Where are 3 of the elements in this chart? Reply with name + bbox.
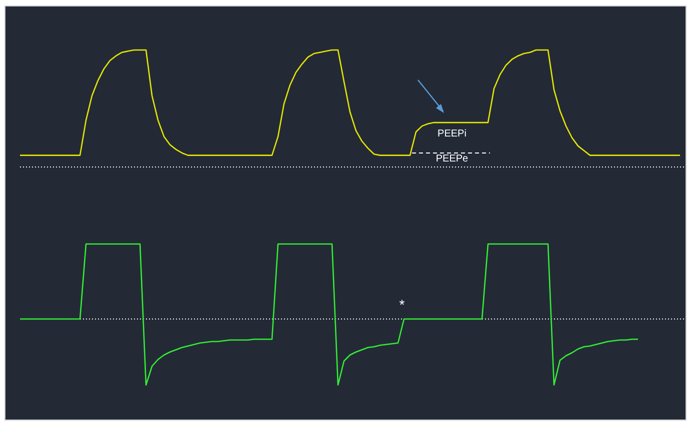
annotation: * [399,296,406,313]
annotation: PEEPe [436,154,469,165]
annotation: PEEPi [438,128,466,140]
